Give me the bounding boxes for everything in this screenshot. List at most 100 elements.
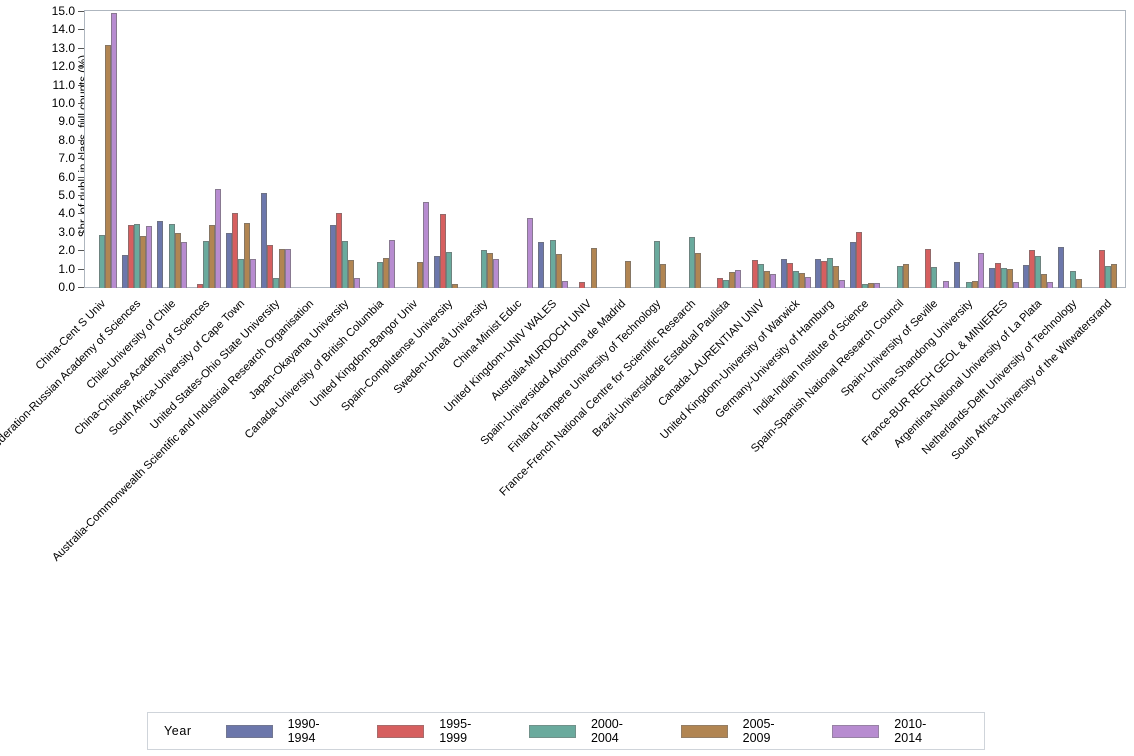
bar: [537, 242, 544, 288]
bar: [804, 276, 811, 288]
bar: [260, 193, 267, 288]
bar: [139, 236, 146, 288]
bar: [215, 188, 222, 288]
bar: [237, 258, 244, 288]
bar: [111, 12, 118, 288]
bar: [815, 258, 822, 288]
bar: [417, 262, 424, 288]
bar: [827, 257, 834, 288]
bar: [1075, 278, 1082, 288]
bar: [988, 267, 995, 288]
bar: [590, 248, 597, 288]
bar-group: [362, 11, 397, 288]
y-tick-mark: [78, 66, 84, 68]
legend-label: 2000-2004: [590, 717, 623, 745]
bar-group: [709, 11, 744, 288]
legend-swatch: [680, 724, 728, 738]
bar: [763, 271, 770, 288]
bar-group: [986, 11, 1021, 288]
bar: [994, 263, 1001, 288]
bar-group: [120, 11, 155, 288]
bar: [353, 277, 360, 288]
bar: [99, 234, 106, 288]
bar: [133, 223, 140, 288]
bar: [780, 258, 787, 288]
y-tick-label: 1.0: [58, 261, 75, 276]
legend-item[interactable]: 2010-2014: [832, 717, 948, 745]
bar: [451, 284, 458, 288]
bar: [786, 263, 793, 288]
bar: [127, 224, 134, 288]
bar: [388, 240, 395, 288]
y-tick-label: 13.0: [51, 40, 75, 55]
bar-group: [536, 11, 571, 288]
legend-label: 2010-2014: [894, 717, 927, 745]
bar: [1000, 267, 1007, 288]
bar-group: [605, 11, 640, 288]
legend-item[interactable]: 2005-2009: [680, 717, 797, 745]
y-tick-mark: [78, 287, 84, 288]
bar: [549, 240, 556, 288]
y-tick-label: 2.0: [58, 243, 75, 258]
bar: [225, 232, 232, 288]
legend-item[interactable]: 1990-1994: [225, 717, 342, 745]
y-tick-mark: [78, 231, 84, 233]
bar-group: [466, 11, 501, 288]
bar-group: [674, 11, 709, 288]
y-tick-mark: [78, 176, 84, 178]
y-tick-mark: [78, 250, 84, 252]
legend-items: 1990-1994 1995-1999 2000-2004 2005-2009 2010…: [225, 717, 984, 745]
bar-group: [1021, 11, 1056, 288]
legend-swatch: [832, 724, 880, 738]
bar: [1023, 265, 1030, 288]
bar-group: [85, 11, 120, 288]
y-tick-label: 6.0: [58, 169, 75, 184]
y-tick-mark: [78, 47, 84, 49]
y-tick-label: 7.0: [58, 151, 75, 166]
bar-group: [570, 11, 605, 288]
bar: [1057, 246, 1064, 288]
legend-item[interactable]: 2000-2004: [529, 717, 645, 745]
bar: [335, 213, 342, 288]
bar-group: [258, 11, 293, 288]
bar: [156, 220, 163, 288]
legend-item[interactable]: 1995-1999: [377, 717, 493, 745]
bar-group: [744, 11, 779, 288]
bar-group: [328, 11, 363, 288]
bar: [433, 255, 440, 288]
y-tick-mark: [78, 84, 84, 86]
bar: [688, 237, 695, 288]
bar: [174, 232, 181, 288]
bar: [1035, 255, 1042, 288]
bar: [694, 253, 701, 288]
bar: [717, 277, 724, 288]
legend-swatch: [377, 724, 425, 738]
bar: [1006, 268, 1013, 288]
bar: [798, 273, 805, 288]
bar-groups-container: [85, 11, 1125, 288]
bar: [272, 277, 279, 288]
bar: [180, 242, 187, 288]
y-tick-label: 5.0: [58, 188, 75, 202]
bar: [943, 280, 950, 288]
bar: [931, 266, 938, 288]
bar: [578, 282, 585, 288]
bar-group: [224, 11, 259, 288]
bar: [423, 202, 430, 288]
legend-label: 2005-2009: [742, 717, 775, 745]
bar: [757, 264, 764, 288]
bar-group: [154, 11, 189, 288]
bar: [1098, 250, 1105, 288]
y-tick-label: 3.0: [58, 224, 75, 239]
bar: [492, 258, 499, 288]
legend-swatch: [225, 724, 273, 738]
y-tick-label: 4.0: [58, 206, 75, 221]
bar: [382, 257, 389, 288]
bar: [839, 279, 846, 288]
y-tick-mark: [78, 139, 84, 141]
bar: [439, 214, 446, 288]
bar: [105, 45, 112, 288]
bar: [625, 261, 632, 288]
bar: [1069, 271, 1076, 288]
y-tick-mark: [78, 121, 84, 123]
